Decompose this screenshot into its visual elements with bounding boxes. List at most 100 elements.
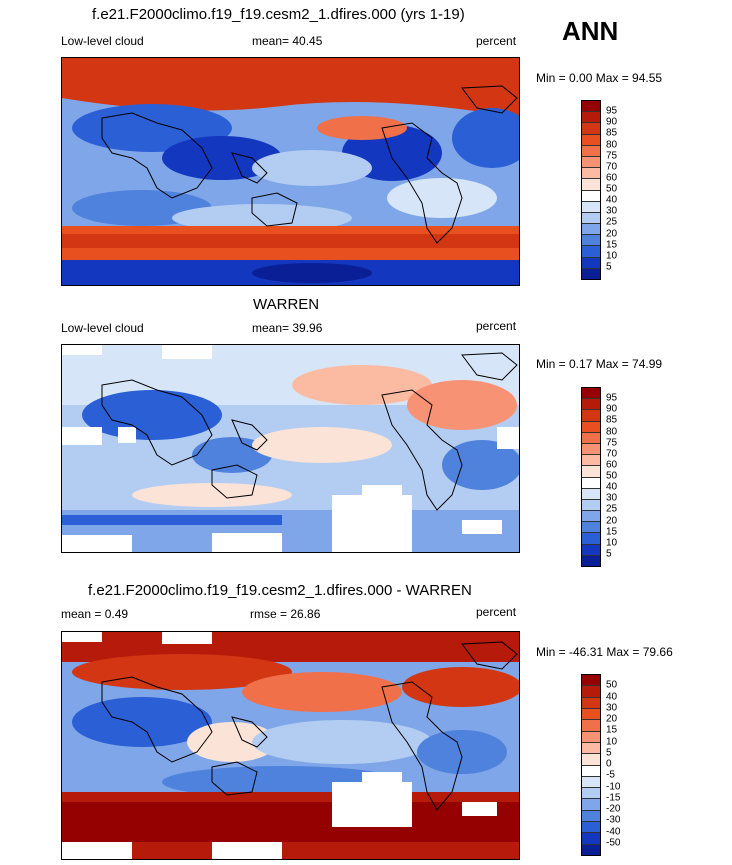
panel-2-variable-label: Low-level cloud [61, 321, 144, 335]
colorbar-swatch [582, 123, 600, 135]
colorbar-swatch [582, 555, 600, 566]
colorbar-swatch [582, 235, 600, 247]
panel-2-mean-label: mean= 39.96 [252, 321, 323, 335]
colorbar-swatch [582, 765, 600, 777]
colorbar-tick-label: 70 [606, 448, 618, 460]
colorbar-swatch [582, 421, 600, 433]
colorbar-tick-label: 5 [606, 261, 612, 273]
colorbar-swatch [582, 511, 600, 523]
colorbar-tick-label: 10 [606, 537, 618, 549]
colorbar-tick-label: 85 [606, 414, 618, 426]
panel-3-title: f.e21.F2000climo.f19_f19.cesm2_1.dfires.… [88, 582, 472, 599]
colorbar-swatch [582, 686, 600, 698]
colorbar-tick-label: 15 [606, 526, 618, 538]
colorbar-tick-label: 75 [606, 437, 618, 449]
colorbar-tick-label: 60 [606, 459, 618, 471]
colorbar-swatch [582, 257, 600, 269]
colorbar-tick-label: 80 [606, 426, 618, 437]
colorbar-tick-label: 20 [606, 228, 618, 239]
colorbar-swatch [582, 822, 600, 834]
panel-1-title: f.e21.F2000climo.f19_f19.cesm2_1.dfires.… [92, 6, 465, 23]
colorbar-swatch [582, 675, 600, 687]
colorbar-tick-label: 30 [606, 702, 618, 714]
colorbar-tick-label: -5 [606, 769, 615, 781]
colorbar-swatch [582, 488, 600, 500]
colorbar-swatch [582, 697, 600, 709]
colorbar-swatch [582, 190, 600, 202]
colorbar-swatch [582, 544, 600, 556]
colorbar-swatch [582, 168, 600, 180]
panel-1-map [61, 57, 520, 286]
colorbar-tick-label: 5 [606, 548, 612, 560]
colorbar-tick-label: 15 [606, 239, 618, 251]
colorbar-tick-label: 15 [606, 724, 618, 736]
panel-1-mean-label: mean= 40.45 [252, 34, 323, 48]
colorbar-tick-label: 70 [606, 161, 618, 173]
colorbar-swatch [582, 179, 600, 191]
colorbar-tick-label: -40 [606, 826, 621, 837]
panel-2-minmax: Min = 0.17 Max = 74.99 [536, 357, 663, 371]
panel-3-units-label: percent [476, 605, 517, 619]
colorbar-swatch [582, 499, 600, 512]
colorbar-swatch [582, 810, 600, 823]
colorbar-swatch [582, 731, 600, 743]
colorbar-swatch [582, 742, 600, 755]
colorbar-swatch [582, 410, 600, 422]
panel-2-units-label: percent [476, 319, 517, 333]
colorbar-tick-label: 20 [606, 515, 618, 526]
colorbar-swatch [582, 443, 600, 456]
colorbar-swatch [582, 455, 600, 467]
panel-3-minmax: Min = -46.31 Max = 79.66 [536, 645, 673, 659]
colorbar-tick-label: 40 [606, 481, 618, 493]
colorbar-tick-label: 85 [606, 127, 618, 139]
colorbar-swatch [582, 720, 600, 732]
season-label: ANN [562, 16, 619, 46]
panel-2-title: WARREN [253, 296, 320, 313]
panel-2-map [61, 344, 520, 553]
panel-1-units-label: percent [476, 34, 517, 48]
colorbar-swatch [582, 224, 600, 236]
colorbar-tick-label: -20 [606, 803, 621, 815]
colorbar-tick-label: 80 [606, 139, 618, 150]
colorbar-tick-label: 95 [606, 392, 618, 404]
colorbar-tick-label: 10 [606, 250, 618, 262]
colorbar-tick-label: 60 [606, 172, 618, 184]
colorbar-tick-label: -15 [606, 792, 621, 804]
colorbar-tick-label: 0 [606, 758, 612, 770]
colorbar-swatch [582, 432, 600, 444]
colorbar-tick-label: 50 [606, 679, 618, 691]
colorbar-tick-label: 75 [606, 150, 618, 162]
colorbar-swatch [582, 799, 600, 811]
colorbar-tick-label: -10 [606, 781, 621, 792]
colorbar-tick-label: -30 [606, 814, 621, 826]
colorbar-tick-label: 20 [606, 713, 618, 725]
colorbar-swatch [582, 399, 600, 411]
colorbar-swatch [582, 212, 600, 225]
panel-3-colorbar [581, 674, 601, 856]
colorbar-swatch [582, 101, 600, 113]
colorbar-swatch [582, 833, 600, 845]
colorbar-swatch [582, 246, 600, 258]
colorbar-swatch [582, 134, 600, 146]
colorbar-tick-label: 5 [606, 747, 612, 759]
colorbar-swatch [582, 776, 600, 789]
colorbar-swatch [582, 112, 600, 124]
panel-3-mean-label: mean = 0.49 [61, 607, 129, 621]
panel-1-minmax: Min = 0.00 Max = 94.55 [536, 71, 663, 85]
colorbar-tick-label: 50 [606, 183, 618, 195]
panel-1-variable-label: Low-level cloud [61, 34, 144, 48]
colorbar-tick-label: 90 [606, 116, 618, 128]
colorbar-tick-label: 95 [606, 105, 618, 117]
panel-3-rmse-label: rmse = 26.86 [250, 607, 321, 621]
colorbar-swatch [582, 844, 600, 855]
colorbar-tick-label: 10 [606, 736, 618, 747]
colorbar-swatch [582, 533, 600, 545]
colorbar-tick-label: 90 [606, 403, 618, 415]
colorbar-swatch [582, 466, 600, 478]
colorbar-swatch [582, 754, 600, 766]
colorbar-tick-label: 50 [606, 470, 618, 482]
colorbar-swatch [582, 788, 600, 800]
colorbar-tick-label: 30 [606, 492, 618, 504]
colorbar-tick-label: 40 [606, 691, 618, 702]
colorbar-swatch [582, 708, 600, 721]
